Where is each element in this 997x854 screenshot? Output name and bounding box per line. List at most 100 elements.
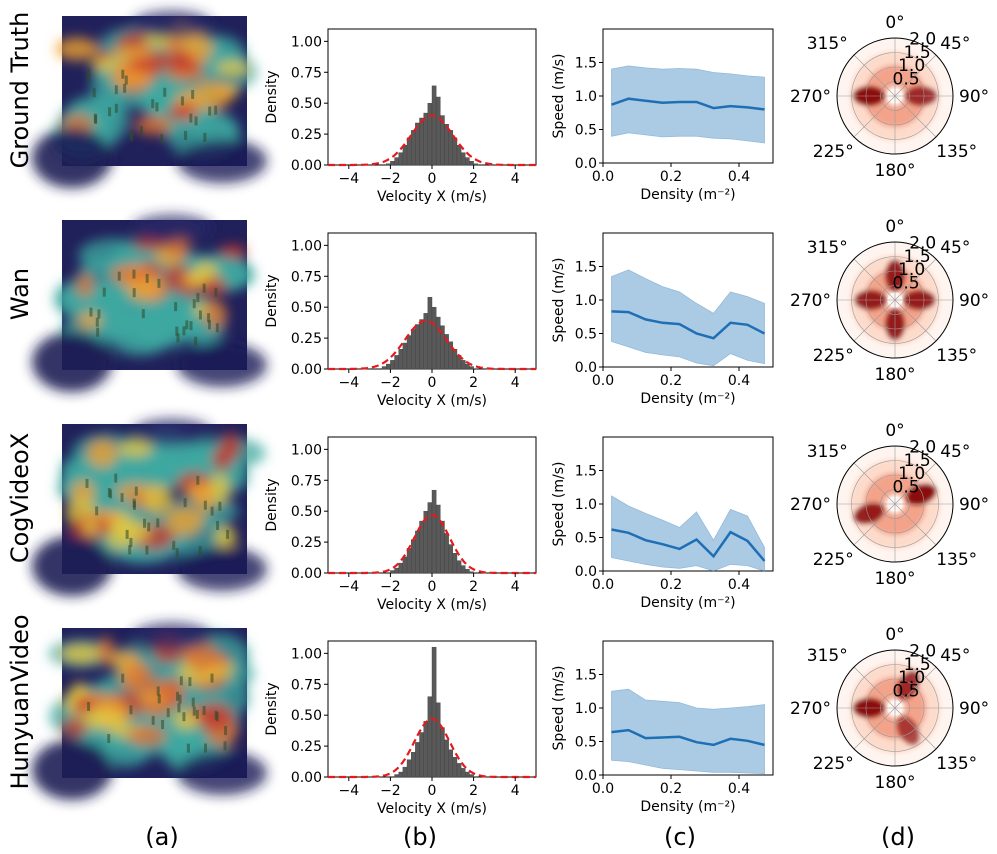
polar-angle-label: 90° <box>959 87 989 107</box>
pedestrian-mark <box>95 317 99 327</box>
x-tick-label: 0 <box>428 579 437 595</box>
heatmap-shadow <box>32 332 112 392</box>
heatmap-people <box>87 68 218 144</box>
histogram-bar <box>427 502 433 574</box>
speed-density-plot: 0.0 0.2 0.4 0.0 0.5 1.0 1.5 Density (m⁻²) Speed … <box>551 640 774 815</box>
direction-polar-heatmap: 0° 45° 90° 135° 180° 225° 270° 315° 0.51.01.52.0 <box>790 13 989 181</box>
histogram-bar <box>402 342 408 370</box>
speed-std-band <box>611 269 765 367</box>
pedestrian-mark <box>155 102 159 112</box>
y-axis-label: Speed (m/s) <box>551 462 567 547</box>
histogram-bar <box>469 161 474 166</box>
histogram-bar <box>456 763 462 778</box>
histogram-bar <box>398 771 404 778</box>
heatmap-shadow <box>177 139 267 183</box>
pedestrian-mark <box>216 520 220 530</box>
x-tick-label: −2 <box>380 171 401 187</box>
pedestrian-mark <box>128 545 132 555</box>
polar-angle-label: 315° <box>807 646 848 666</box>
y-tick-label: 1.00 <box>291 238 322 254</box>
y-tick-label: 0.50 <box>291 708 322 724</box>
histogram-bar <box>406 548 412 574</box>
polar-grid-spoke <box>894 707 937 750</box>
histogram-bar <box>465 569 470 574</box>
polar-angle-label: 45° <box>940 442 970 462</box>
y-tick-label: 1.0 <box>575 89 597 105</box>
histogram-bar <box>415 530 420 574</box>
pedestrian-mark <box>117 271 121 281</box>
pedestrian-mark <box>85 478 89 488</box>
polar-grid-spoke <box>853 707 896 750</box>
pedestrian-mark <box>134 486 138 496</box>
pedestrian-mark <box>174 302 178 312</box>
pedestrian-mark <box>151 715 155 725</box>
y-tick-label: 0.0 <box>575 156 597 172</box>
figure-row: Ground Truth −4 −2 0 2 4 0.00 0.25 0.50 0.75 1.00 V… <box>6 10 989 205</box>
pedestrian-mark <box>226 529 230 539</box>
polar-grid-spoke <box>853 258 896 301</box>
histogram-bar <box>427 297 433 370</box>
polar-radial-label: 0.5 <box>893 682 920 702</box>
polar-angle-label: 90° <box>959 291 989 311</box>
heatmap-hotspot <box>121 662 154 693</box>
polar-grid-spoke <box>853 299 896 342</box>
pedestrian-mark <box>108 107 112 117</box>
x-tick-label: 0.0 <box>592 781 614 797</box>
histogram-bar <box>460 768 466 778</box>
pedestrian-mark <box>172 540 176 550</box>
heatmap-hotspot <box>140 699 172 717</box>
y-tick-label: 1.00 <box>291 646 322 662</box>
pedestrian-mark <box>132 500 136 510</box>
heatmap-hotspot <box>82 520 99 536</box>
y-tick-label: 0.25 <box>291 535 322 551</box>
x-axis-label: Velocity X (m/s) <box>377 393 487 409</box>
histogram-bar <box>431 646 437 778</box>
polar-angle-label: 225° <box>813 142 854 162</box>
heatmap-hotspot <box>216 60 250 77</box>
heatmap-hotspot <box>132 238 168 251</box>
y-tick-label: 0.5 <box>575 327 597 343</box>
histogram-bar <box>411 539 416 574</box>
pedestrian-mark <box>203 500 207 510</box>
heatmap-shadow <box>177 343 267 387</box>
pedestrian-mark <box>175 326 179 336</box>
pedestrian-mark <box>160 134 164 144</box>
histogram-bar <box>452 137 458 166</box>
histogram-bar <box>398 152 404 166</box>
polar-angle-label: 270° <box>790 699 831 719</box>
heatmap-hotspot <box>165 68 206 82</box>
heatmap-people <box>89 269 219 346</box>
histogram-bar <box>435 96 441 166</box>
pedestrian-mark <box>194 116 198 126</box>
pedestrian-mark <box>215 712 219 722</box>
histogram-bar <box>452 349 458 370</box>
polar-angle-label: 135° <box>936 142 977 162</box>
heatmap-people <box>87 673 228 753</box>
x-tick-label: 2 <box>469 579 478 595</box>
pedestrian-mark <box>143 518 147 528</box>
direction-polar-heatmap: 0° 45° 90° 135° 180° 225° 270° 315° 0.51.01.52.0 <box>790 217 989 385</box>
column-label-a: (a) <box>145 823 178 851</box>
polar-radial-label: 1.0 <box>898 260 925 280</box>
pedestrian-mark <box>93 113 97 123</box>
pedestrian-mark <box>87 701 91 711</box>
pedestrian-mark <box>132 288 136 298</box>
y-tick-label: 1.0 <box>575 497 597 513</box>
histogram-bar <box>460 360 466 370</box>
gaussian-fit-line <box>328 717 536 779</box>
histogram-bar <box>411 752 416 778</box>
mean-speed-line <box>611 728 765 747</box>
pedestrian-mark <box>182 326 186 336</box>
y-axis-label: Speed (m/s) <box>551 54 567 139</box>
pedestrian-mark <box>210 506 214 516</box>
polar-angle-label: 0° <box>885 625 904 645</box>
histogram-bar <box>398 562 404 574</box>
speed-density-plot: 0.0 0.2 0.4 0.0 0.5 1.0 1.5 Density (m⁻²) Speed … <box>551 28 774 203</box>
y-axis-label: Density <box>264 478 280 531</box>
y-tick-label: 0.00 <box>291 362 322 378</box>
histogram-bar <box>448 544 454 574</box>
heatmap-hotspot <box>109 45 153 60</box>
heatmap-hotspot <box>168 103 199 121</box>
histogram-bar <box>402 766 408 778</box>
pedestrian-mark <box>156 686 160 696</box>
